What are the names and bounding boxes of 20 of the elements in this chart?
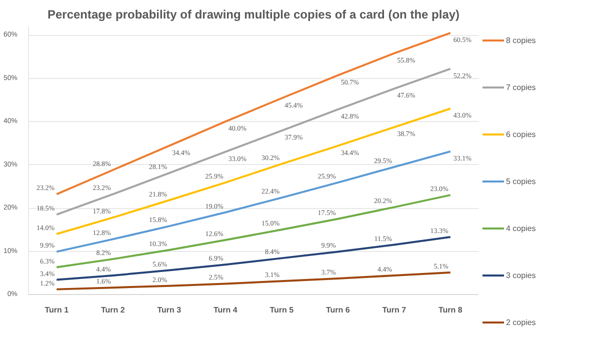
legend-label: 5 copies — [506, 176, 536, 186]
legend-label: 4 copies — [506, 224, 536, 232]
x-tick-label: Turn 8 — [438, 306, 463, 314]
x-tick-label: Turn 7 — [382, 306, 407, 314]
x-tick-label: Turn 4 — [213, 306, 238, 314]
line-series — [56, 271, 452, 290]
x-tick-label: Turn 3 — [157, 306, 182, 314]
legend-label: 2 copies — [506, 318, 536, 326]
legend-label: 8 copies — [506, 36, 536, 44]
line-series — [56, 108, 452, 235]
x-tick-label: Turn 6 — [326, 306, 350, 314]
legend-label: 3 copies — [506, 270, 536, 280]
legend-label: 7 copies — [506, 82, 536, 92]
x-tick-label: Turn 1 — [44, 306, 70, 314]
line-series — [56, 68, 452, 216]
chart-title: Percentage probability of drawing multiple copies of a card (on the play) — [47, 8, 460, 22]
x-tick-label: Turn 5 — [270, 306, 294, 314]
legend-label: 6 copies — [506, 130, 536, 138]
x-tick-label: Turn 2 — [100, 306, 126, 314]
line-series — [56, 32, 452, 196]
